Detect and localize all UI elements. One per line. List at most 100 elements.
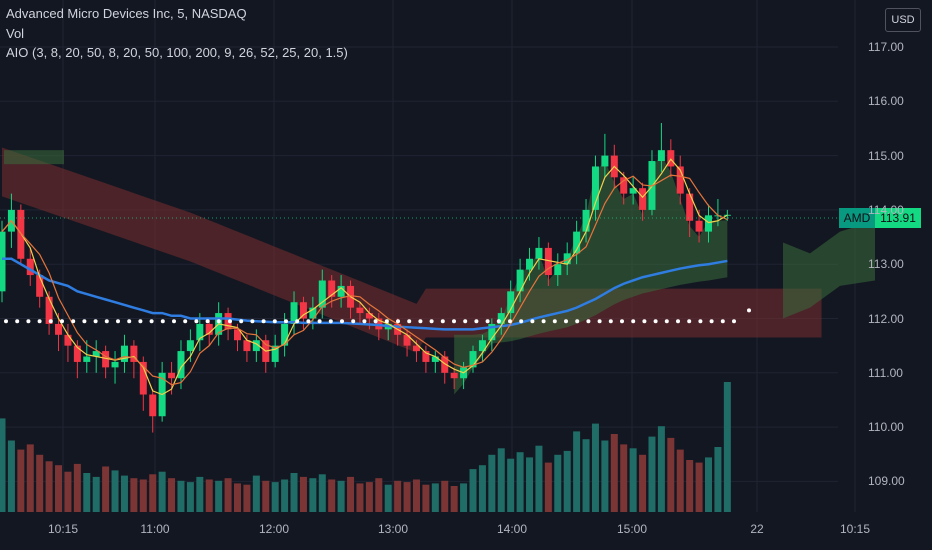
level-dot <box>709 319 714 324</box>
level-dot <box>732 319 736 324</box>
time-tick-label: 10:15 <box>47 522 79 536</box>
volume-bar <box>186 482 194 512</box>
level-dot <box>194 319 199 324</box>
volume-legend: Vol <box>6 26 25 41</box>
volume-bar <box>488 454 496 512</box>
volume-bar <box>657 426 665 512</box>
candle-body <box>64 334 72 346</box>
ema-line-orange <box>1 174 728 386</box>
price-tag-value: 113.91 <box>875 208 921 228</box>
level-dot <box>26 319 31 324</box>
volume-bars <box>0 382 731 512</box>
volume-bar <box>347 476 355 512</box>
level-dot <box>586 319 591 324</box>
price-tick-label: 117.00 <box>868 40 904 54</box>
level-dot <box>698 319 703 324</box>
volume-bar <box>610 434 618 512</box>
price-tick-label: 109.00 <box>868 474 905 489</box>
level-dot <box>306 319 311 324</box>
time-tick-label: 12:00 <box>258 522 290 536</box>
price-tick-label: 112.00 <box>868 311 904 326</box>
candle-body <box>488 323 496 341</box>
volume-bar <box>450 486 458 512</box>
candle-body <box>243 340 251 352</box>
level-dot <box>440 319 445 324</box>
candle-body <box>601 155 609 167</box>
volume-bar <box>158 471 166 512</box>
candle-body <box>535 247 543 259</box>
level-dot <box>474 319 479 324</box>
level-dot <box>597 319 602 324</box>
volume-bar <box>83 473 91 512</box>
cloud-green <box>454 155 728 395</box>
candle-body <box>695 220 703 232</box>
level-dot <box>295 319 300 324</box>
volume-bar <box>375 478 383 512</box>
last-price-label: AMD 113.91 <box>839 208 921 228</box>
volume-bar <box>281 479 289 512</box>
level-dot <box>317 319 322 324</box>
candle-body <box>177 351 185 379</box>
volume-bar <box>149 474 157 512</box>
volume-bar <box>412 479 420 512</box>
ema-line-blue <box>2 257 728 331</box>
volume-bar <box>120 475 128 512</box>
aio-legend: AIO (3, 8, 20, 50, 8, 20, 50, 100, 200, … <box>6 45 348 60</box>
volume-bar <box>318 474 326 512</box>
currency-button[interactable]: USD <box>885 8 921 32</box>
level-dot <box>183 319 188 324</box>
candle-body <box>252 340 260 352</box>
candle-body <box>441 356 449 373</box>
volume-bar <box>676 449 684 512</box>
volume-bar <box>243 484 251 512</box>
candle-body <box>130 345 138 362</box>
level-dot <box>642 319 647 324</box>
volume-bar <box>73 463 81 512</box>
candle-body <box>676 166 684 194</box>
volume-bar <box>394 480 402 512</box>
volume-bar <box>92 476 100 512</box>
price-tick-label: 111.00 <box>868 365 903 380</box>
candle-body <box>111 361 119 368</box>
level-dot <box>396 319 400 324</box>
volume-bar <box>563 450 571 512</box>
moving-average-lines <box>1 158 728 396</box>
volume-bar <box>271 482 279 512</box>
level-dot <box>328 319 333 324</box>
candle-body <box>544 247 552 276</box>
volume-bar <box>130 478 138 512</box>
candle-body <box>526 258 534 270</box>
volume-bar <box>365 482 373 512</box>
price-tag-symbol: AMD <box>843 211 871 225</box>
price-tick-label: 114.00 <box>868 202 904 217</box>
level-dot <box>362 319 367 324</box>
candle-body <box>281 323 289 346</box>
candle-body <box>705 215 712 232</box>
level-dot <box>205 319 210 324</box>
candle-body <box>186 340 194 352</box>
level-dot <box>384 319 389 324</box>
candle-body <box>45 296 53 324</box>
volume-bar <box>196 476 204 512</box>
level-dot <box>541 319 546 324</box>
level-dot <box>60 319 64 324</box>
level-dot <box>216 319 221 324</box>
candle-body <box>328 280 336 297</box>
price-tick-label: 115.00 <box>868 148 904 163</box>
volume-bar <box>64 471 72 512</box>
volume-bar <box>591 423 599 512</box>
volume-bar <box>7 440 15 512</box>
level-dot <box>429 319 434 324</box>
level-dot <box>340 319 344 324</box>
time-tick-label: 10:15 <box>839 522 871 536</box>
volume-bar <box>667 437 675 512</box>
volume-bar <box>299 476 307 512</box>
level-dot <box>127 319 132 324</box>
level-dot <box>653 319 658 324</box>
candle-body <box>620 177 628 194</box>
cloud-green-left <box>4 150 64 165</box>
volume-bar <box>290 473 298 512</box>
volume-bar <box>478 465 486 512</box>
volume-bar <box>309 478 317 512</box>
